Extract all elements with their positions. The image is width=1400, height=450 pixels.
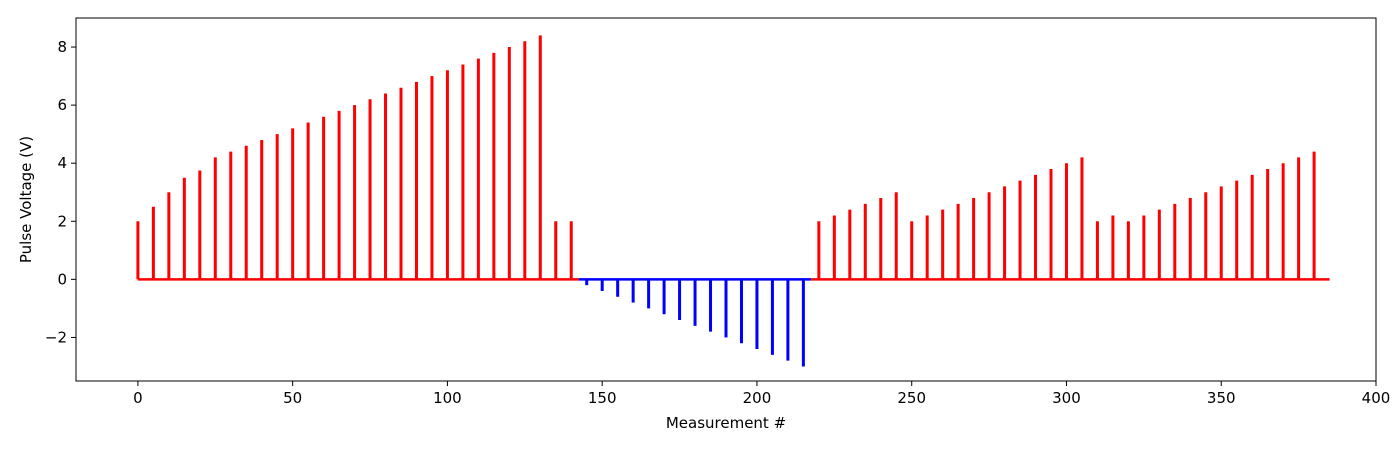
x-tick-label: 0 xyxy=(133,389,143,407)
x-tick-label: 150 xyxy=(588,389,617,407)
x-tick-label: 300 xyxy=(1052,389,1081,407)
x-axis: 0 50 100 150 200 250 300 350 400 xyxy=(133,381,1390,407)
x-tick-label: 100 xyxy=(433,389,462,407)
y-axis: −2 0 2 4 6 8 xyxy=(45,38,76,346)
y-tick-label: 8 xyxy=(57,38,67,56)
x-tick-label: 50 xyxy=(283,389,302,407)
x-tick-label: 350 xyxy=(1207,389,1236,407)
y-tick-label: 0 xyxy=(57,270,67,288)
y-axis-label: Pulse Voltage (V) xyxy=(17,136,35,263)
x-tick-label: 250 xyxy=(897,389,926,407)
y-tick-label: −2 xyxy=(45,328,67,346)
y-tick-label: 6 xyxy=(57,96,67,114)
x-tick-label: 200 xyxy=(743,389,772,407)
stems xyxy=(136,35,1316,367)
y-tick-label: 2 xyxy=(57,212,67,230)
plot-frame xyxy=(75,17,1377,382)
y-tick-label: 4 xyxy=(57,154,67,172)
x-tick-label: 400 xyxy=(1362,389,1391,407)
x-axis-label: Measurement # xyxy=(666,414,786,432)
